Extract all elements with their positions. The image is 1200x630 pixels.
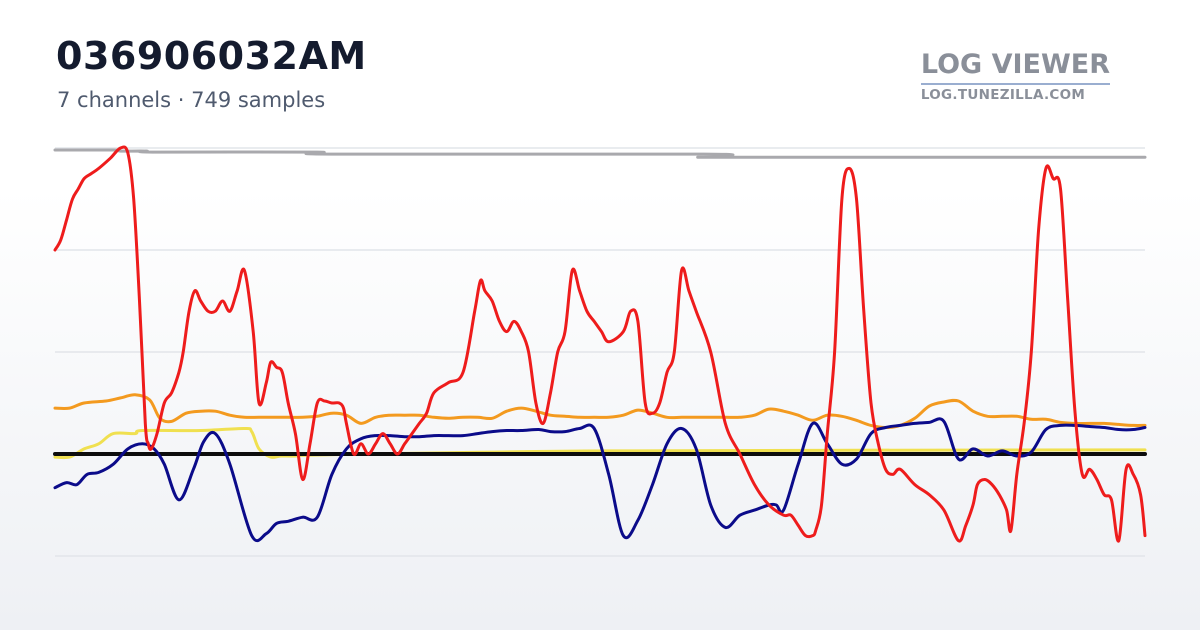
chart-series (53, 145, 1147, 543)
brand-logo: LOG VIEWER LOG.TUNEZILLA.COM (920, 50, 1110, 103)
series-line-6 (53, 145, 1147, 543)
brand-name: LOG VIEWER (920, 50, 1110, 85)
series-line-2 (53, 426, 1147, 460)
page-title: 036906032AM (56, 34, 367, 78)
chart-grid (55, 147, 1145, 557)
page-subtitle: 7 channels · 749 samples (57, 88, 326, 112)
series-line-5 (53, 417, 1147, 543)
brand-url: LOG.TUNEZILLA.COM (920, 87, 1086, 103)
series-line-1 (53, 148, 1147, 159)
series-line-4 (53, 393, 1147, 429)
